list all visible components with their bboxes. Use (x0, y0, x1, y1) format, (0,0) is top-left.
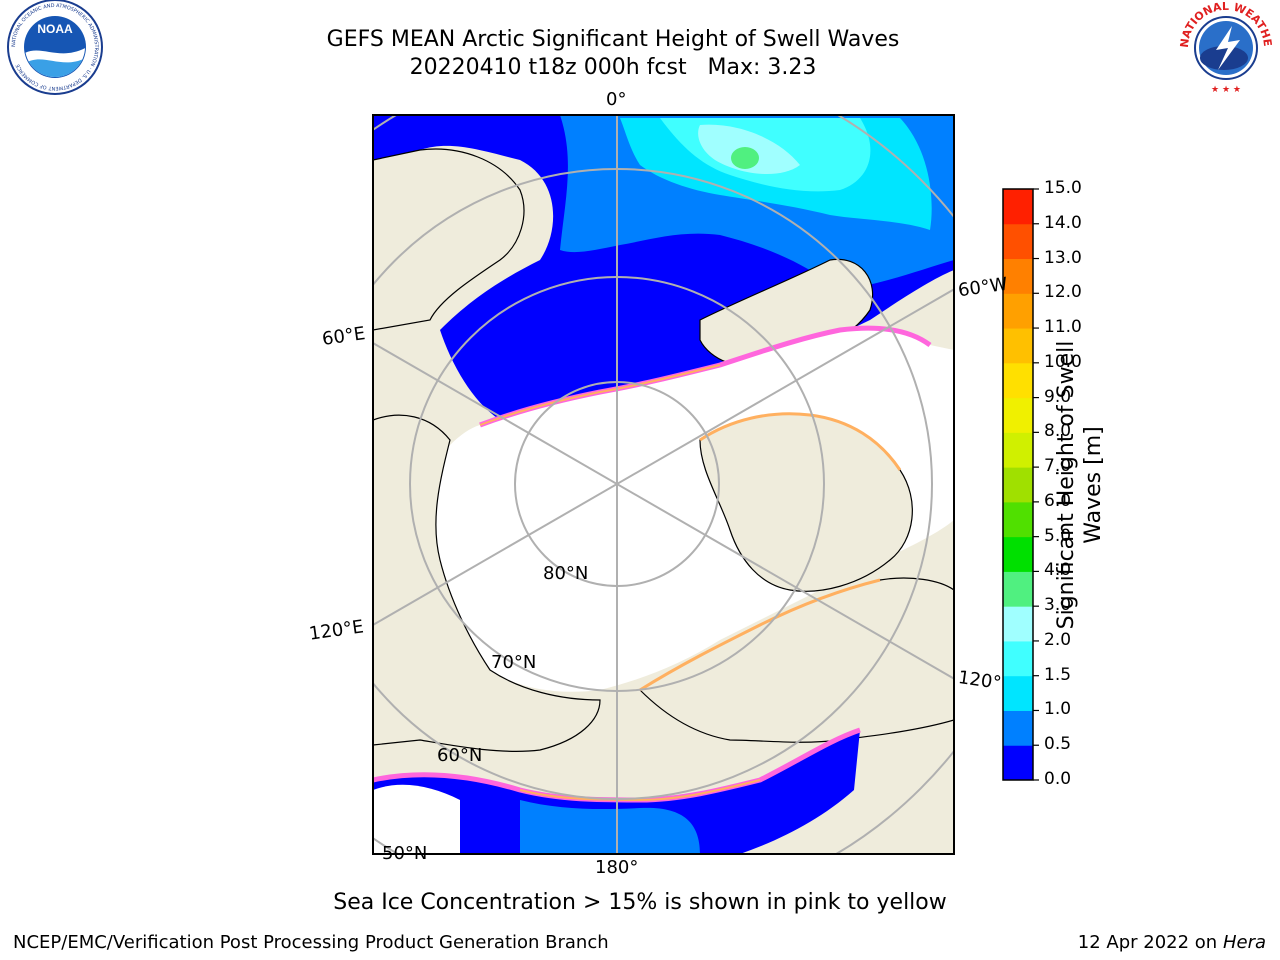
colorbar-segment (1003, 710, 1033, 746)
caption: Sea Ice Concentration > 15% is shown in … (333, 890, 947, 915)
colorbar-tick-label: 13.0 (1044, 247, 1082, 268)
colorbar-tick-label: 11.0 (1044, 317, 1082, 338)
noaa-logo: NOAA NATIONAL OCEANIC AND ATMOSPHERIC AD… (7, 0, 103, 95)
nws-logo: NATIONAL WEATHER SERVICE ★ ★ ★ (0, 0, 1274, 95)
colorbar-segment (1003, 432, 1033, 468)
colorbar-tick-label: 0.5 (1044, 734, 1072, 755)
footer-credit: NCEP/EMC/Verification Post Processing Pr… (13, 932, 609, 953)
colorbar-segment (1003, 571, 1033, 607)
graticule (373, 115, 954, 854)
noaa-logo-text: NOAA (37, 22, 73, 36)
svg-text:★ ★ ★: ★ ★ ★ (1211, 85, 1241, 95)
colorbar (1003, 188, 1039, 781)
colorbar-tick-label: 0.0 (1044, 769, 1072, 789)
colorbar-segment (1003, 675, 1033, 711)
pacific-ocean (373, 730, 860, 854)
colorbar-tick-label: 9.0 (1044, 386, 1072, 407)
colorbar-tick-label: 5.0 (1044, 525, 1072, 546)
lon-label-180: 180° (595, 857, 639, 878)
colorbar-tick-label: 8.0 (1044, 421, 1072, 442)
footer-date: 12 Apr 2022 on Hera (1078, 932, 1266, 953)
colorbar-segment (1003, 536, 1033, 572)
colorbar-tick-label: 6.0 (1044, 490, 1072, 511)
map-frame (372, 114, 955, 855)
colorbar-tick-label: 14.0 (1044, 212, 1082, 233)
footer-date-text: 12 Apr 2022 on (1077, 932, 1223, 953)
colorbar-segment (1003, 501, 1033, 538)
colorbar-tick-label: 15.0 (1044, 178, 1082, 198)
footer-machine: Hera (1222, 932, 1266, 953)
lat-label-60n: 60°N (437, 745, 483, 766)
colorbar-title: Significant Height of Swell Waves [m] (1054, 340, 1106, 630)
colorbar-segment (1003, 640, 1033, 677)
lat-label-80n: 80°N (543, 563, 589, 584)
pacific-swell-medium (520, 800, 700, 854)
lat-label-70n: 70°N (491, 652, 537, 673)
title-line2: 20220410 t18z 000h fcst Max: 3.23 (409, 55, 817, 80)
scandinavia (373, 148, 525, 331)
colorbar-segment (1003, 328, 1033, 364)
colorbar-segment (1003, 223, 1033, 260)
polar-map (373, 115, 954, 854)
colorbar-segment (1003, 189, 1033, 225)
colorbar-tick-label: 1.5 (1044, 664, 1072, 685)
lat-label-50n: 50°N (382, 843, 428, 864)
colorbar-segment (1003, 397, 1033, 433)
colorbar-segment (1003, 606, 1033, 642)
nws-ring-text: NATIONAL WEATHER SERVICE (0, 0, 1274, 48)
meridian-120e-60w (373, 288, 954, 627)
lon-label-0: 0° (606, 89, 627, 110)
colorbar-frame (1002, 188, 1034, 781)
title-line1: GEFS MEAN Arctic Significant Height of S… (326, 27, 900, 52)
colorbar-tick-label: 4.0 (1044, 560, 1072, 581)
colorbar-tick-label: 10.0 (1044, 351, 1082, 372)
siberia (373, 414, 601, 752)
colorbar-tick-label: 7.0 (1044, 456, 1072, 477)
colorbar-segment (1003, 362, 1033, 399)
colorbar-tick-label: 12.0 (1044, 282, 1082, 303)
colorbar-segment (1003, 258, 1033, 294)
colorbar-tick-label: 3.0 (1044, 595, 1072, 616)
colorbar-segment (1003, 467, 1033, 503)
colorbar-tick-label: 1.0 (1044, 699, 1072, 720)
colorbar-segment (1003, 745, 1033, 781)
ice-edge-atlantic-inner (479, 364, 721, 426)
okhotsk-ice (373, 784, 460, 854)
colorbar-segment (1003, 293, 1033, 329)
swell-maximum (731, 147, 759, 169)
colorbar-tick-label: 2.0 (1044, 629, 1072, 650)
